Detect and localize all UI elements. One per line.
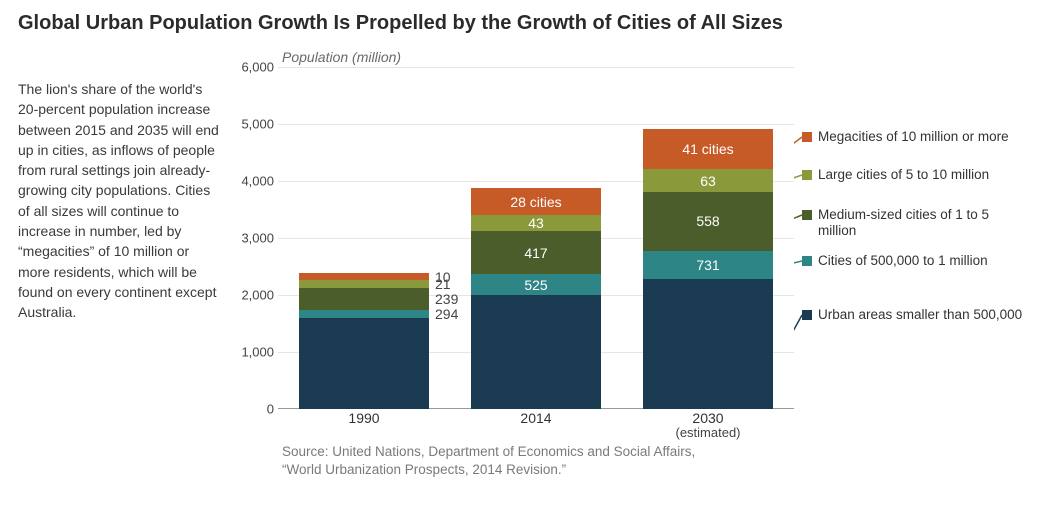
plot-wrap: 01,0002,0003,0004,0005,0006,000102123929… [234, 67, 1029, 437]
x-label: 2030(estimated) [643, 411, 773, 437]
bar-column: 41 cities63558731 [643, 67, 773, 409]
legend-item-c500k_1m: Cities of 500,000 to 1 million [802, 253, 988, 269]
legend-item-smaller: Urban areas smaller than 500,000 [802, 307, 1022, 323]
bar-segment-megacities: 28 cities [471, 188, 601, 214]
bar-segment-megacities: 41 cities [643, 129, 773, 169]
source-citation: Source: United Nations, Department of Ec… [282, 443, 1029, 478]
x-label: 2014 [471, 411, 601, 437]
bar-segment-smaller [299, 318, 429, 409]
legend-label: Medium-sized cities of 1 to 5 million [818, 207, 1024, 239]
legend: Megacities of 10 million or more Large ci… [794, 67, 1024, 437]
bar-segment-large: 21 [299, 280, 429, 288]
legend-swatch [802, 210, 812, 220]
bar-segment-c500k_1m: 525 [471, 274, 601, 295]
chart-zone: Population (million) 0 1,000 2,000 3,000 4,0… [234, 49, 1029, 478]
bar-segment-medium: 417 [471, 231, 601, 275]
legend-label: Megacities of 10 million or more [818, 129, 1009, 145]
legend-swatch [802, 256, 812, 266]
bar-segment-c500k_1m: 731 [643, 251, 773, 280]
bar-segment-medium: 558 [643, 192, 773, 250]
bars-container: 1021239294 28 cities43417525 41 cities6355… [278, 67, 794, 409]
plot-area: 01,0002,0003,0004,0005,0006,000102123929… [234, 67, 794, 437]
y-tick-label: 4,000 [234, 174, 274, 189]
bar-column: 1021239294 [299, 67, 429, 409]
x-labels: 1990 2014 2030(estimated) [278, 411, 794, 437]
segment-label: 239 [429, 291, 458, 307]
content-row: The lion's share of the world's 20-perce… [18, 49, 1029, 478]
bar-segment-large: 63 [643, 169, 773, 192]
legend-swatch [802, 170, 812, 180]
bar-segment-smaller [643, 279, 773, 409]
bar-segment-c500k_1m: 294 [299, 310, 429, 318]
y-tick-label: 5,000 [234, 117, 274, 132]
description-text: The lion's share of the world's 20-perce… [18, 49, 220, 478]
legend-label: Cities of 500,000 to 1 million [818, 253, 988, 269]
bar-segment-megacities: 10 [299, 273, 429, 280]
legend-label: Large cities of 5 to 10 million [818, 167, 989, 183]
legend-item-medium: Medium-sized cities of 1 to 5 million [802, 207, 1024, 239]
segment-label: 294 [429, 306, 458, 322]
legend-swatch [802, 310, 812, 320]
source-line-1: Source: United Nations, Department of Ec… [282, 443, 1029, 461]
legend-item-megacities: Megacities of 10 million or more [802, 129, 1009, 145]
bar-segment-large: 43 [471, 215, 601, 231]
bar-segment-medium: 239 [299, 288, 429, 310]
page-title: Global Urban Population Growth Is Propel… [18, 12, 1029, 35]
bar-segment-smaller [471, 295, 601, 409]
legend-connectors [794, 67, 1024, 437]
segment-label: 21 [429, 276, 451, 292]
y-tick-label: 6,000 [234, 60, 274, 75]
y-tick-label: 1,000 [234, 345, 274, 360]
y-tick-label: 0 [234, 402, 274, 417]
bar-column: 28 cities43417525 [471, 67, 601, 409]
legend-label: Urban areas smaller than 500,000 [818, 307, 1022, 323]
source-line-2: “World Urbanization Prospects, 2014 Revi… [282, 461, 1029, 479]
y-tick-label: 2,000 [234, 288, 274, 303]
y-axis-title: Population (million) [282, 49, 1029, 65]
x-label: 1990 [299, 411, 429, 437]
legend-item-large: Large cities of 5 to 10 million [802, 167, 989, 183]
y-tick-label: 3,000 [234, 231, 274, 246]
legend-swatch [802, 132, 812, 142]
